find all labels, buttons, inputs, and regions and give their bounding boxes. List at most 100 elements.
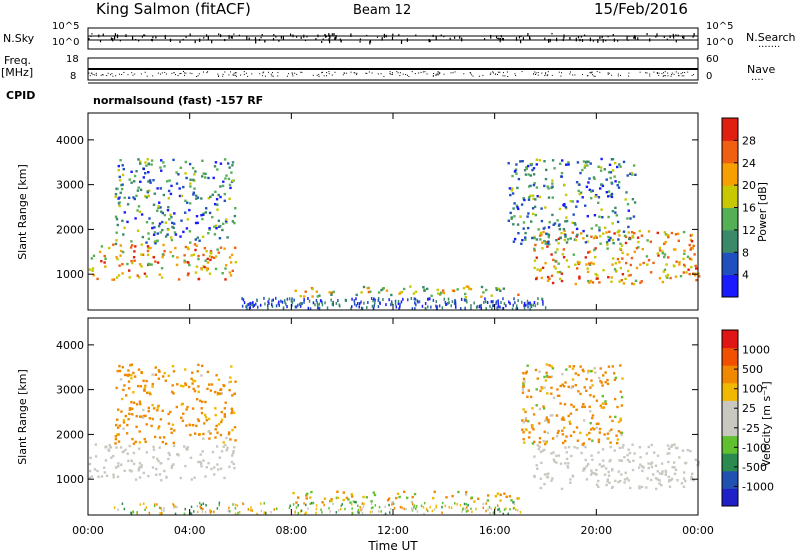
velocity-cell [139,402,142,406]
velocity-cell [527,389,530,392]
power-cell [213,165,217,168]
power-cell [115,231,118,234]
nave-sample [127,74,129,76]
power-cell [658,277,662,280]
nave-sample [268,71,269,73]
velocity-cell [543,430,546,433]
power-cell [538,195,542,199]
power-cell [694,274,697,277]
power-cell [377,298,380,302]
velocity-colorbar-tick-label: -100 [742,441,767,454]
power-cell [304,290,307,293]
power-cell [606,247,609,250]
velocity-cell [199,462,203,465]
velocity-cell [602,374,605,377]
power-cell [197,257,200,261]
velocity-cell [168,453,171,457]
nave-sample [245,72,247,74]
nave-sample [402,73,404,75]
noise-sample [334,37,336,40]
velocity-cell [126,423,129,427]
power-cell [511,187,514,190]
velocity-cell [193,379,197,383]
power-cell [245,305,247,309]
power-cell [180,194,184,198]
power-cell [578,183,581,186]
velocity-cell [487,508,489,511]
velocity-cell [122,388,125,392]
power-cell [324,301,326,305]
velocity-cell [568,420,571,423]
velocity-cell [579,431,582,435]
power-cell [162,193,165,197]
power-cell [682,263,686,267]
power-cell [607,215,610,219]
power-cell [230,253,234,256]
velocity-cell [198,433,201,436]
velocity-cell [351,511,353,515]
power-cell [692,244,695,248]
power-cell [531,207,535,210]
velocity-cell [524,410,527,414]
power-cell [599,169,603,172]
velocity-cell [130,363,133,366]
power-cell [574,238,578,242]
power-cell [557,242,560,245]
velocity-cell [140,464,143,467]
velocity-cell [357,510,359,514]
velocity-cell [161,512,163,515]
velocity-cell [543,375,546,379]
power-cell [523,304,525,308]
power-cell [533,236,536,240]
velocity-cell [233,466,236,470]
noise-sample [350,33,352,37]
power-cell [154,260,157,263]
velocity-cell [398,495,401,499]
velocity-cell [513,502,516,506]
velocity-cell [537,448,540,451]
power-cell [586,164,589,167]
velocity-cell [137,469,140,472]
velocity-cell [549,414,552,417]
velocity-cell [475,507,477,511]
power-cell [319,299,322,303]
power-cell [547,240,550,243]
power-cell [223,199,226,202]
power-cell [561,159,564,162]
power-cell [688,257,692,260]
velocity-cell [113,506,116,509]
velocity-cell [147,406,150,410]
nave-sample [617,73,619,75]
power-cell [530,303,533,307]
nave-sample [323,75,325,77]
velocity-cell [429,505,431,509]
power-cell [533,205,537,208]
power-cell [414,297,417,301]
noise-sample [459,35,461,39]
power-cell [223,158,227,161]
power-cell [259,303,262,307]
velocity-cell [656,454,660,457]
power-cell [161,220,164,224]
power-cell [326,306,329,310]
nave-sample [100,74,102,76]
velocity-cell [470,507,472,510]
power-cell [491,307,493,311]
power-cell [519,215,522,218]
nave-sample [354,72,356,74]
power-cell [539,268,543,271]
noise-sample [303,34,305,38]
power-cell [527,173,530,176]
velocity-cell [691,472,694,475]
velocity-cell [185,424,188,427]
velocity-cell [598,431,601,434]
power-cell [174,233,178,236]
power-cell [275,296,277,300]
power-cell [145,241,148,244]
velocity-cell [292,503,295,506]
power-cell [528,196,531,199]
velocity-cell [350,503,353,506]
power-cell [540,207,543,210]
velocity-cell [183,512,186,515]
power-cell [619,165,622,168]
